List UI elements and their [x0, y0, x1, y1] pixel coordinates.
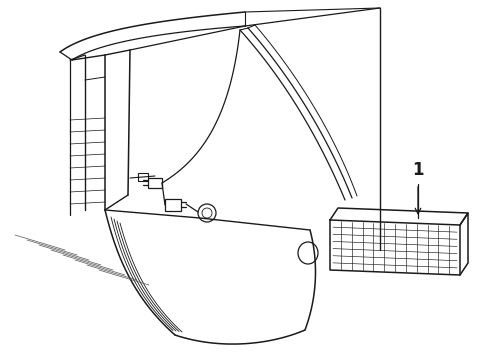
Ellipse shape: [298, 242, 318, 264]
FancyBboxPatch shape: [148, 178, 162, 188]
FancyBboxPatch shape: [165, 199, 181, 211]
FancyBboxPatch shape: [138, 173, 148, 181]
Ellipse shape: [202, 208, 212, 218]
Text: 1: 1: [412, 161, 424, 179]
Ellipse shape: [198, 204, 216, 222]
